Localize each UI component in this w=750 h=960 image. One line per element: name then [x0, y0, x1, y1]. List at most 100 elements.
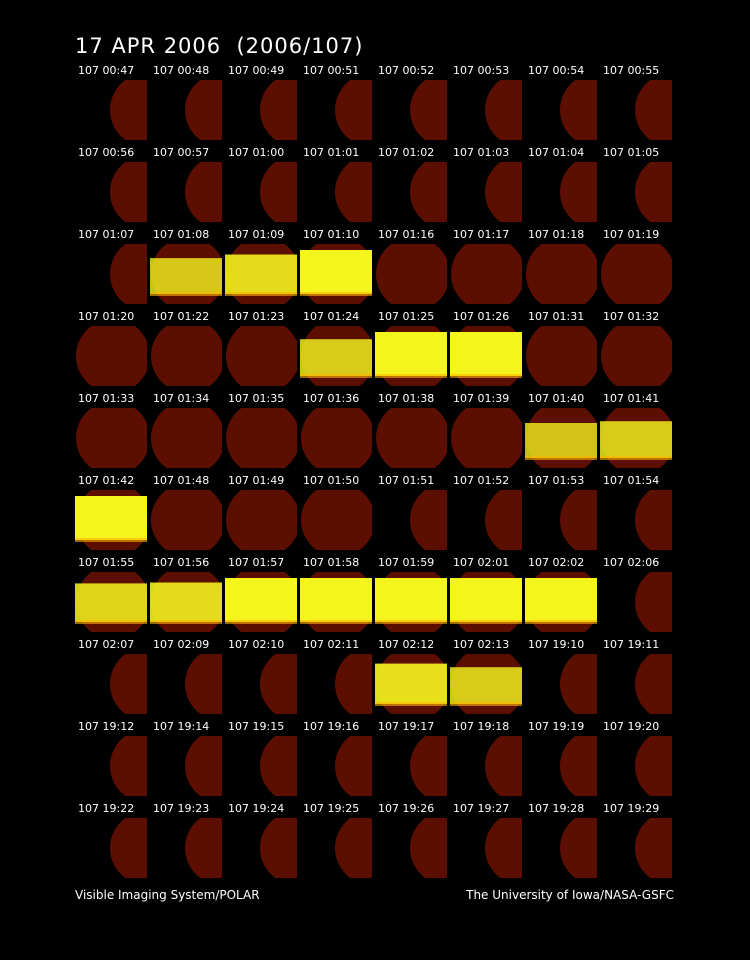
earth-disk: [601, 244, 672, 304]
frame-timestamp: 107 01:25: [378, 310, 435, 323]
frame-timestamp: 107 01:57: [228, 556, 285, 569]
earth-disk-image: [525, 736, 597, 796]
glow-band: [375, 578, 447, 622]
frame-timestamp: 107 01:40: [528, 392, 585, 405]
earth-disk: [410, 80, 447, 140]
earth-disk-image: [225, 80, 297, 140]
frame-image: [300, 736, 372, 796]
frame-timestamp: 107 19:25: [303, 802, 360, 815]
earth-disk: [560, 654, 597, 714]
frame-thumbnail: 107 19:20: [599, 720, 674, 802]
earth-disk-image: [525, 654, 597, 714]
earth-disk-image: [450, 818, 522, 878]
frame-image: [225, 572, 297, 632]
frame-timestamp: 107 02:01: [453, 556, 510, 569]
earth-disk: [635, 162, 672, 222]
earth-disk-image: [75, 326, 147, 386]
frame-timestamp: 107 19:14: [153, 720, 210, 733]
frame-image: [300, 654, 372, 714]
glow-band: [300, 578, 372, 622]
frame-thumbnail: 107 01:07: [74, 228, 149, 310]
glow-band: [450, 667, 522, 704]
frame-thumbnail: 107 02:09: [149, 638, 224, 720]
earth-disk-image: [225, 162, 297, 222]
frame-timestamp: 107 02:06: [603, 556, 660, 569]
frame-image: [75, 244, 147, 304]
earth-disk: [110, 80, 147, 140]
frame-timestamp: 107 01:52: [453, 474, 510, 487]
frame-image: [600, 818, 672, 878]
frame-image: [525, 736, 597, 796]
frame-thumbnail: 107 19:25: [299, 802, 374, 884]
frame-image: [225, 408, 297, 468]
earth-disk-image: [600, 736, 672, 796]
frame-thumbnail: 107 19:14: [149, 720, 224, 802]
earth-disk: [601, 326, 672, 386]
earth-disk: [226, 408, 297, 468]
frame-image: [375, 408, 447, 468]
frame-timestamp: 107 19:28: [528, 802, 585, 815]
earth-disk-image: [600, 162, 672, 222]
frame-image: [525, 408, 597, 468]
earth-disk: [526, 244, 597, 304]
frame-thumbnail: 107 01:50: [299, 474, 374, 556]
frame-image: [600, 162, 672, 222]
frame-timestamp: 107 01:48: [153, 474, 210, 487]
frame-image: [75, 326, 147, 386]
frame-thumbnail: 107 01:36: [299, 392, 374, 474]
earth-disk-image: [525, 408, 597, 468]
frame-image: [450, 244, 522, 304]
earth-disk: [451, 408, 522, 468]
earth-disk: [560, 80, 597, 140]
earth-disk: [635, 736, 672, 796]
earth-disk: [451, 244, 522, 304]
frame-timestamp: 107 01:08: [153, 228, 210, 241]
earth-disk: [410, 162, 447, 222]
frame-image: [525, 818, 597, 878]
frame-image: [225, 736, 297, 796]
frame-timestamp: 107 01:17: [453, 228, 510, 241]
frame-image: [450, 572, 522, 632]
frame-thumbnail: 107 19:22: [74, 802, 149, 884]
frame-timestamp: 107 01:54: [603, 474, 660, 487]
earth-disk: [560, 490, 597, 550]
frame-thumbnail: 107 02:02: [524, 556, 599, 638]
frame-timestamp: 107 01:33: [78, 392, 135, 405]
frame-timestamp: 107 01:41: [603, 392, 660, 405]
frame-thumbnail: 107 01:22: [149, 310, 224, 392]
frame-image: [375, 80, 447, 140]
earth-disk-image: [600, 244, 672, 304]
frame-image: [375, 818, 447, 878]
earth-disk-image: [600, 326, 672, 386]
earth-disk: [560, 736, 597, 796]
earth-disk-image: [600, 572, 672, 632]
earth-disk: [226, 490, 297, 550]
frame-thumbnail: 107 02:06: [599, 556, 674, 638]
earth-disk-image: [525, 572, 597, 632]
earth-disk-image: [300, 244, 372, 304]
frame-thumbnail: 107 01:54: [599, 474, 674, 556]
frame-thumbnail: 107 01:49: [224, 474, 299, 556]
frame-image: [75, 654, 147, 714]
earth-disk-image: [75, 490, 147, 550]
frame-timestamp: 107 19:23: [153, 802, 210, 815]
frame-timestamp: 107 19:24: [228, 802, 285, 815]
earth-disk: [635, 80, 672, 140]
frame-thumbnail: 107 19:27: [449, 802, 524, 884]
glow-band: [600, 421, 672, 458]
earth-disk-image: [75, 572, 147, 632]
frame-timestamp: 107 00:52: [378, 64, 435, 77]
frame-image: [375, 736, 447, 796]
earth-disk-image: [375, 818, 447, 878]
frame-thumbnail: 107 02:07: [74, 638, 149, 720]
glow-band: [300, 250, 372, 294]
earth-disk: [151, 326, 222, 386]
frame-thumbnail: 107 19:24: [224, 802, 299, 884]
frame-image: [300, 80, 372, 140]
frame-timestamp: 107 19:15: [228, 720, 285, 733]
earth-disk: [260, 162, 297, 222]
frame-image: [225, 654, 297, 714]
frame-image: [375, 572, 447, 632]
earth-disk: [635, 490, 672, 550]
earth-disk-image: [525, 80, 597, 140]
